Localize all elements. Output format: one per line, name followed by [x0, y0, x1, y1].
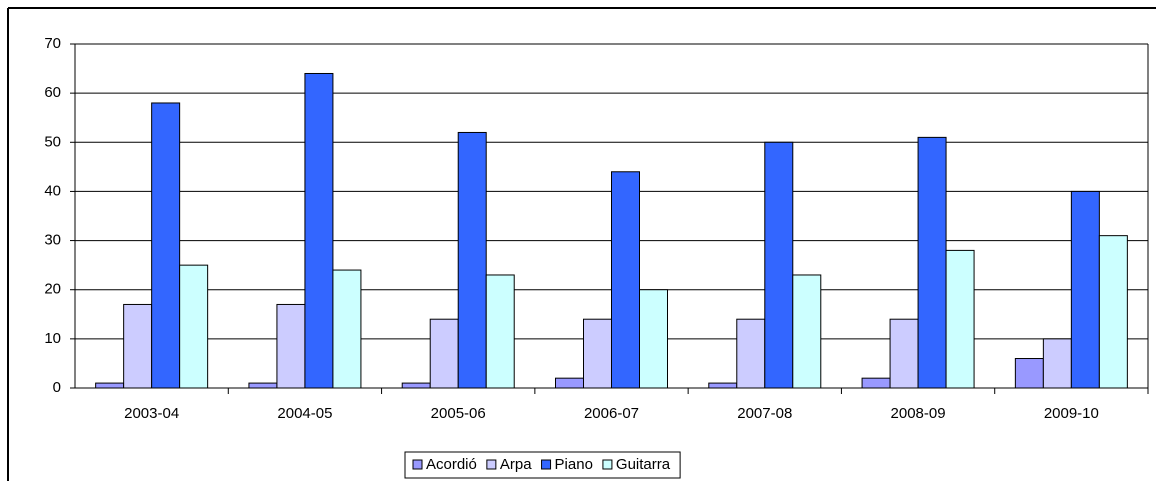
- x-tick-label: 2009-10: [1044, 405, 1099, 422]
- y-tick-label: 60: [44, 84, 61, 101]
- legend-label: Acordió: [426, 456, 477, 473]
- bar: [429, 318, 459, 389]
- y-tick-label: 50: [44, 133, 61, 150]
- bar: [1098, 235, 1128, 389]
- bar: [736, 318, 766, 389]
- bar: [332, 269, 362, 389]
- bar: [151, 102, 181, 389]
- legend-swatch: [486, 459, 497, 470]
- legend-swatch: [412, 459, 423, 470]
- x-tick-label: 2006-07: [584, 405, 639, 422]
- x-tick-label: 2005-06: [431, 405, 486, 422]
- bar: [583, 318, 612, 389]
- bar: [401, 382, 431, 389]
- y-tick-label: 30: [44, 232, 61, 249]
- y-tick-label: 40: [44, 182, 61, 199]
- x-tick-label: 2004-05: [277, 405, 332, 422]
- bar: [945, 249, 975, 389]
- y-tick-label: 70: [44, 35, 61, 52]
- legend-label: Guitarra: [616, 456, 671, 473]
- bar: [917, 136, 947, 389]
- bar: [764, 141, 794, 389]
- bar: [611, 171, 640, 389]
- bar: [485, 274, 515, 389]
- bar: [555, 377, 584, 389]
- bar: [889, 318, 919, 389]
- bar: [1042, 338, 1072, 389]
- bar: [1014, 358, 1044, 389]
- bar: [792, 274, 822, 389]
- legend-swatch: [541, 459, 552, 470]
- legend-label: Arpa: [500, 456, 532, 473]
- bar: [1070, 190, 1100, 389]
- legend-swatch: [602, 459, 613, 470]
- bar: [95, 382, 125, 389]
- bar: [639, 289, 668, 389]
- y-tick-label: 10: [44, 330, 61, 347]
- bar: [457, 131, 487, 389]
- y-tick-label: 0: [53, 379, 61, 396]
- bar: [248, 382, 278, 389]
- bar: [861, 377, 891, 389]
- y-tick-label: 20: [44, 281, 61, 298]
- bar: [179, 264, 209, 389]
- bar: [708, 382, 738, 389]
- legend-label: Piano: [555, 456, 593, 473]
- x-tick-label: 2003-04: [124, 405, 179, 422]
- bar: [123, 303, 153, 389]
- bar: [304, 72, 334, 389]
- x-tick-label: 2008-09: [891, 405, 946, 422]
- x-tick-label: 2007-08: [737, 405, 792, 422]
- bar: [276, 303, 306, 389]
